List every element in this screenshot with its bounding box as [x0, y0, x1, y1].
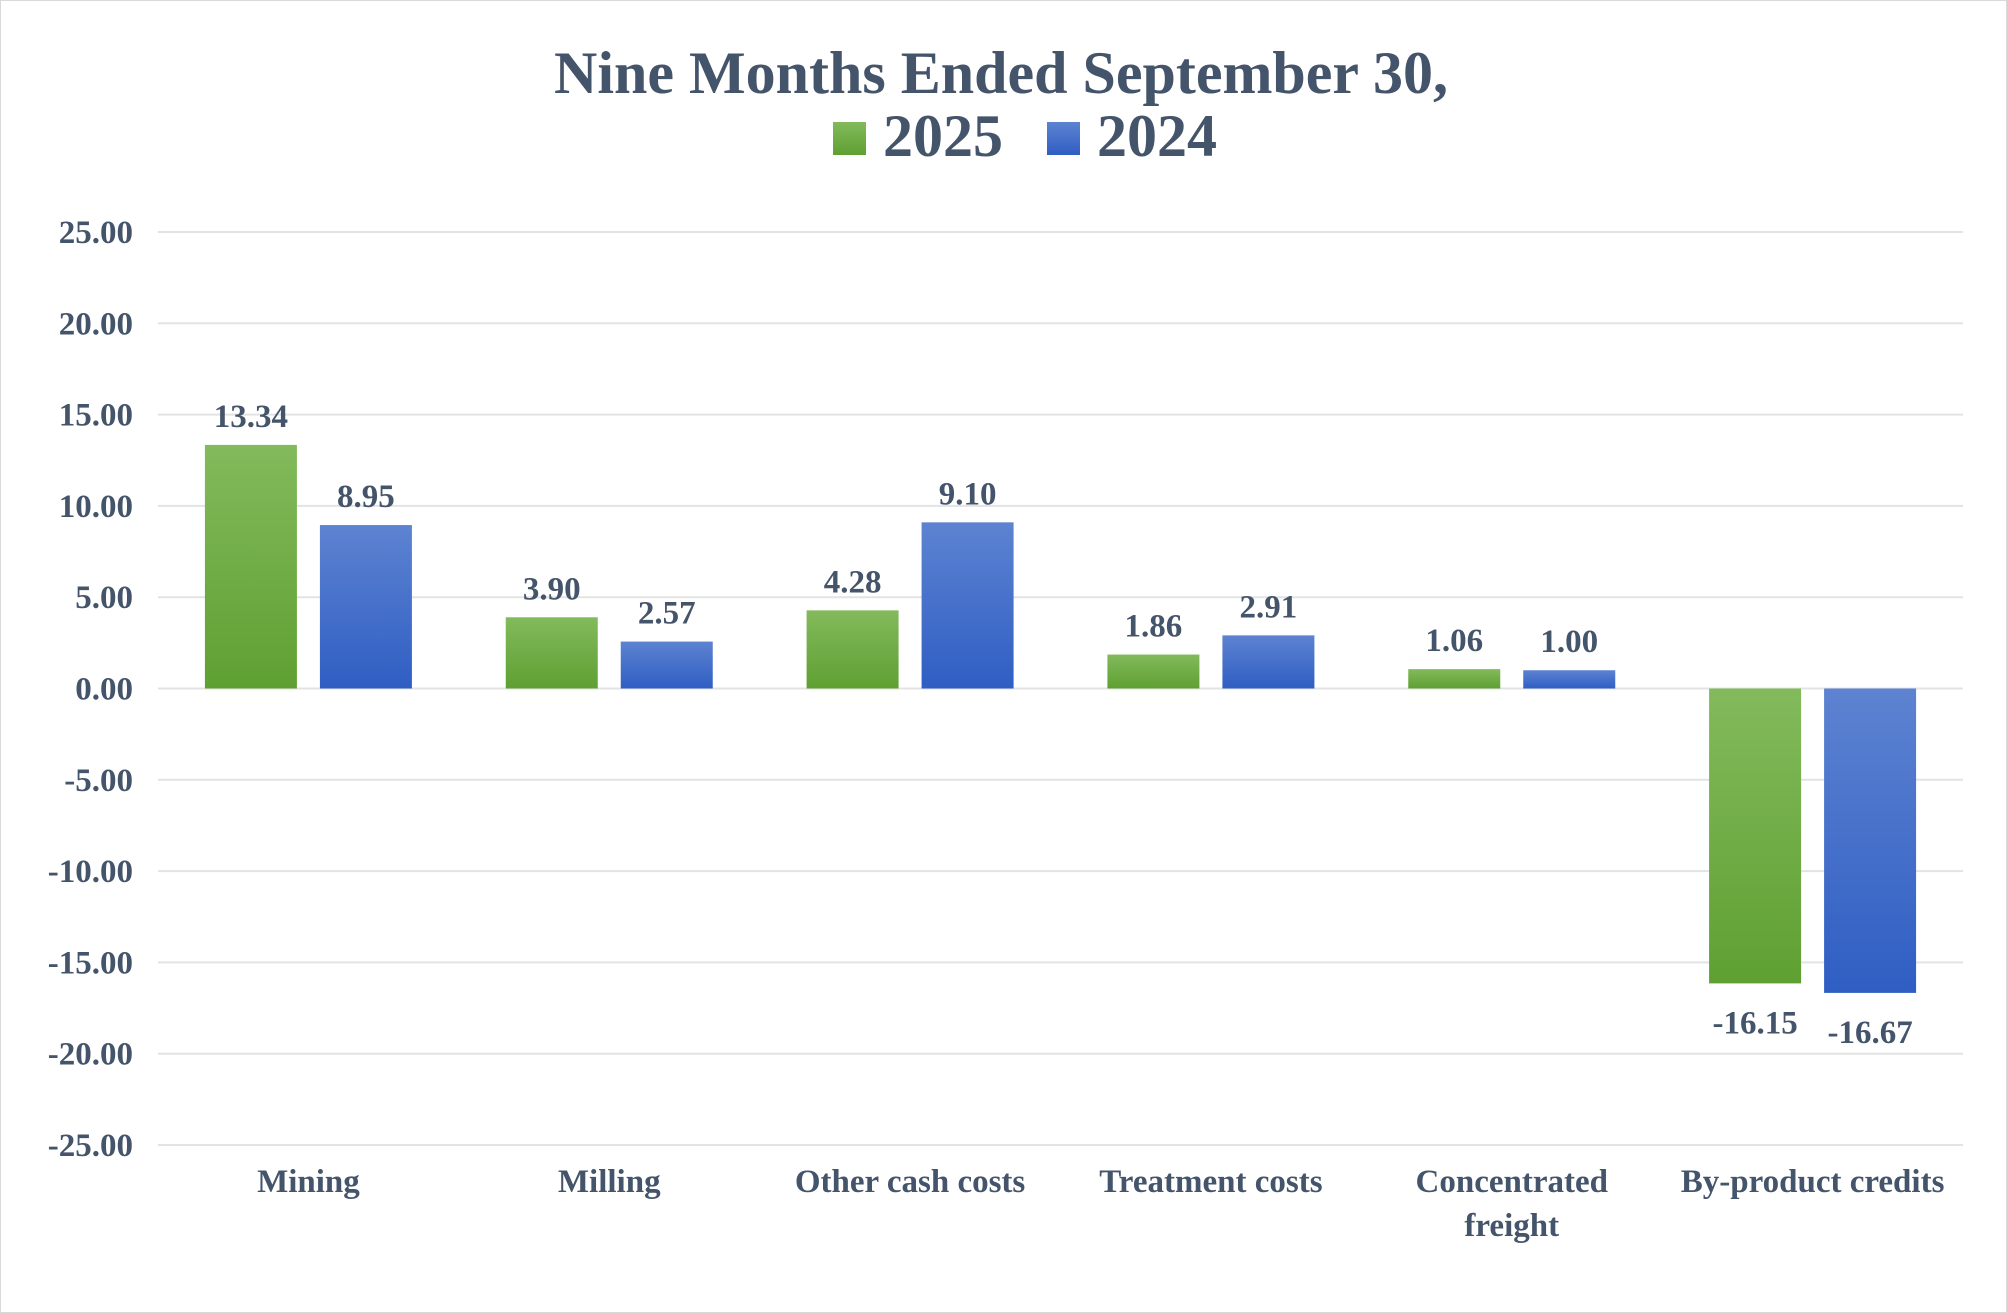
y-tick-label: 20.00 [59, 306, 133, 342]
category-label: Mining [257, 1164, 360, 1200]
data-label-2025-0: 13.34 [214, 399, 288, 435]
y-tick-label: -15.00 [48, 945, 133, 981]
data-label-2024-0: 8.95 [337, 479, 395, 515]
chart-title: Nine Months Ended September 30, [554, 40, 1448, 106]
data-label-2024-5: -16.67 [1827, 1015, 1912, 1051]
y-tick-label: -5.00 [64, 763, 133, 799]
data-label-2025-4: 1.06 [1425, 623, 1483, 659]
y-tick-label: 10.00 [59, 489, 133, 525]
gridlines [158, 231, 1963, 1146]
legend-swatch-2025 [833, 122, 866, 155]
data-label-2024-1: 2.57 [638, 596, 696, 632]
category-label: freight [1464, 1208, 1559, 1244]
bar-2025-2 [806, 610, 899, 689]
bar-2025-4 [1408, 669, 1501, 689]
bar-2025-3 [1107, 654, 1200, 689]
y-tick-label: 25.00 [59, 215, 133, 251]
y-tick-label: 0.00 [75, 672, 133, 708]
data-label-2025-2: 4.28 [824, 564, 882, 600]
legend: 2025 2024 [833, 103, 1217, 169]
category-label: Treatment costs [1099, 1164, 1322, 1200]
data-label-2025-1: 3.90 [523, 571, 581, 607]
bars [204, 444, 1917, 993]
bar-2025-5 [1709, 688, 1802, 984]
category-label: Milling [558, 1164, 661, 1200]
y-tick-label: -20.00 [48, 1037, 133, 1073]
y-tick-label: 15.00 [59, 398, 133, 434]
data-labels: 13.34 3.90 4.28 1.86 1.06 -16.15 8.95 2.57 9.10 2… [214, 399, 1913, 1051]
data-label-2024-3: 2.91 [1240, 589, 1298, 625]
category-label: By-product credits [1681, 1164, 1945, 1200]
data-label-2024-2: 9.10 [939, 476, 997, 512]
data-label-2024-4: 1.00 [1540, 624, 1598, 660]
bar-2025-1 [505, 617, 598, 689]
category-label: Other cash costs [795, 1164, 1026, 1200]
bar-2025-0 [204, 444, 297, 689]
data-label-2025-5: -16.15 [1712, 1005, 1797, 1041]
y-tick-label: 5.00 [75, 580, 133, 616]
bar-2024-3 [1222, 635, 1315, 689]
legend-label-2024: 2024 [1097, 103, 1217, 169]
bar-2024-2 [921, 522, 1014, 689]
bar-2024-4 [1523, 670, 1616, 689]
x-axis: Mining Milling Other cash costs Treatment c… [257, 1164, 1945, 1244]
data-label-2025-3: 1.86 [1125, 609, 1183, 645]
y-axis: 25.00 20.00 15.00 10.00 5.00 0.00 -5.00 -10.00 -… [48, 215, 133, 1164]
category-label: Concentrated [1416, 1164, 1608, 1200]
y-tick-label: -10.00 [48, 854, 133, 890]
bar-2024-0 [319, 525, 412, 689]
legend-label-2025: 2025 [883, 103, 1003, 169]
bar-2024-1 [620, 641, 713, 689]
y-tick-label: -25.00 [48, 1128, 133, 1164]
bar-2024-5 [1824, 688, 1917, 993]
legend-swatch-2024 [1047, 122, 1080, 155]
